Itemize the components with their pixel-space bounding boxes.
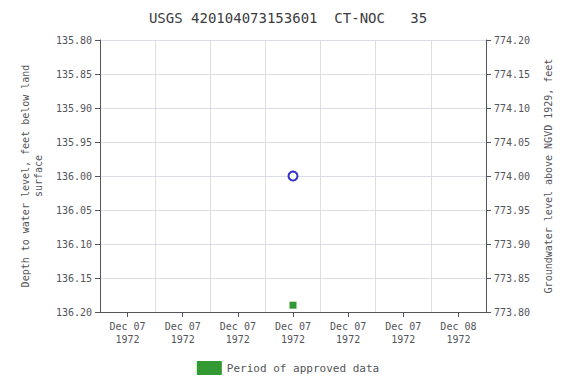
svg-text:774.05: 774.05 [494,137,530,148]
svg-text:136.15: 136.15 [56,273,92,284]
svg-text:Depth to water level, feet bel: Depth to water level, feet below land [20,65,31,288]
svg-text:1972: 1972 [336,334,360,345]
svg-text:1972: 1972 [171,334,195,345]
svg-text:773.80: 773.80 [494,307,530,318]
svg-text:Period of approved data: Period of approved data [227,362,379,375]
svg-text:1972: 1972 [116,334,140,345]
svg-text:Dec 07: Dec 07 [165,321,201,332]
svg-text:774.00: 774.00 [494,171,530,182]
svg-text:136.05: 136.05 [56,205,92,216]
svg-text:774.15: 774.15 [494,69,530,80]
svg-text:Dec 08: Dec 08 [440,321,476,332]
svg-text:135.90: 135.90 [56,103,92,114]
svg-text:136.00: 136.00 [56,171,92,182]
svg-text:1972: 1972 [446,334,470,345]
svg-text:1972: 1972 [391,334,415,345]
svg-text:USGS 420104073153601 CT-NOC: USGS 420104073153601 CT-NOC 35 [149,10,427,26]
svg-text:136.20: 136.20 [56,307,92,318]
svg-text:774.20: 774.20 [494,35,530,46]
svg-text:774.10: 774.10 [494,103,530,114]
svg-text:Dec 07: Dec 07 [330,321,366,332]
svg-text:Groundwater level above NGVD 1: Groundwater level above NGVD 1929, feet [543,59,554,294]
svg-text:Dec 07: Dec 07 [275,321,311,332]
svg-text:135.95: 135.95 [56,137,92,148]
svg-text:773.95: 773.95 [494,205,530,216]
svg-text:Dec 07: Dec 07 [385,321,421,332]
svg-text:1972: 1972 [281,334,305,345]
svg-text:surface: surface [33,155,44,197]
svg-text:773.85: 773.85 [494,273,530,284]
svg-text:Dec 07: Dec 07 [110,321,146,332]
svg-text:135.80: 135.80 [56,35,92,46]
svg-text:Dec 07: Dec 07 [220,321,256,332]
svg-text:1972: 1972 [226,334,250,345]
svg-text:136.10: 136.10 [56,239,92,250]
svg-text:773.90: 773.90 [494,239,530,250]
svg-text:135.85: 135.85 [56,69,92,80]
